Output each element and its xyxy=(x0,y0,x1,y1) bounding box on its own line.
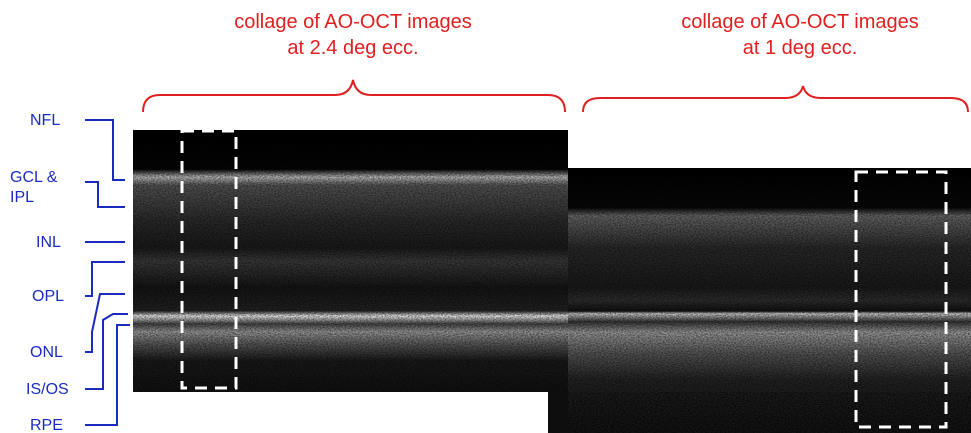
brace xyxy=(143,80,565,112)
layer-label: IPL xyxy=(10,189,34,206)
brace xyxy=(583,86,968,112)
connectors xyxy=(85,120,130,425)
layer-label: GCL & xyxy=(10,169,58,186)
layer-label: NFL xyxy=(30,112,60,129)
layer-label: OPL xyxy=(32,288,64,305)
layer-label: IS/OS xyxy=(26,381,69,398)
layer-label: ONL xyxy=(30,344,63,361)
layer-label: INL xyxy=(36,234,61,251)
title-line: at 1 deg ecc. xyxy=(743,37,858,59)
left-panel xyxy=(133,130,568,392)
layer-label: RPE xyxy=(30,417,63,433)
figure: collage of AO-OCT images at 2.4 deg ecc.… xyxy=(0,0,971,433)
title-line: at 2.4 deg ecc. xyxy=(287,37,418,59)
right-panel xyxy=(548,168,971,433)
title-line: collage of AO-OCT images xyxy=(681,11,919,33)
title-line: collage of AO-OCT images xyxy=(234,11,472,33)
